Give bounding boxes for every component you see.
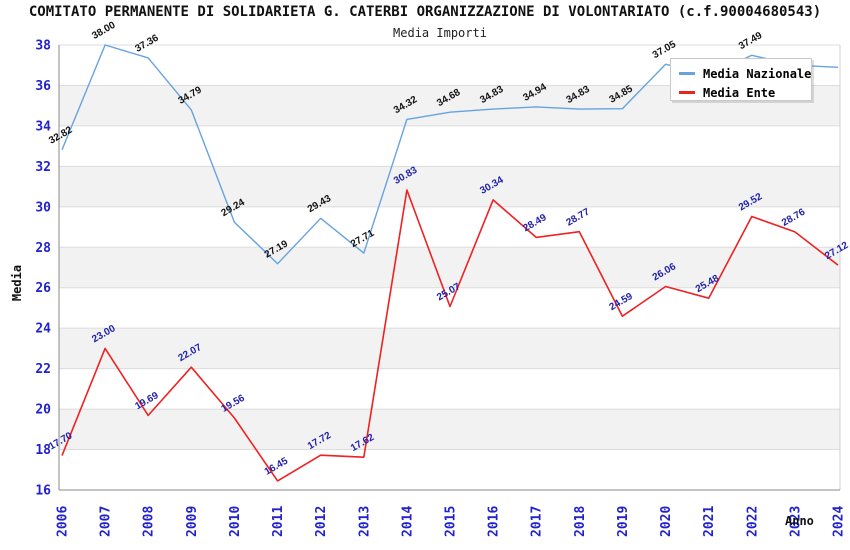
plot-band (59, 247, 840, 288)
y-tick-label: 20 (35, 403, 51, 418)
x-tick-label: 2018 (573, 506, 588, 537)
y-tick-label: 38 (35, 39, 51, 54)
x-tick-label: 2023 (788, 506, 803, 537)
y-tick-label: 26 (35, 281, 51, 296)
legend-item: Media Nazionale (679, 64, 811, 83)
x-tick-label: 2007 (99, 506, 114, 537)
data-label: 32.82 (47, 124, 75, 146)
legend-swatch-media-nazionale (679, 72, 695, 75)
data-label: 27.71 (349, 228, 377, 250)
x-tick-label: 2008 (142, 506, 157, 537)
legend-item: Media Ente (679, 83, 811, 102)
x-tick-label: 2014 (400, 506, 415, 537)
y-tick-label: 24 (35, 322, 51, 337)
y-tick-label: 34 (35, 119, 51, 134)
data-label: 28.76 (780, 206, 808, 228)
x-tick-label: 2019 (616, 506, 631, 537)
plot-band (59, 409, 840, 450)
chart-title: COMITATO PERMANENTE DI SOLIDARIETA G. CA… (28, 4, 822, 20)
x-tick-label: 2009 (185, 506, 200, 537)
y-tick-label: 28 (35, 241, 51, 256)
plot-band (59, 328, 840, 369)
y-tick-label: 32 (35, 160, 51, 175)
data-label: 16.45 (263, 455, 291, 477)
y-tick-label: 22 (35, 362, 51, 377)
series-line-media-ente (61, 189, 839, 482)
x-tick-label: 2013 (357, 506, 372, 537)
y-tick-label: 30 (35, 200, 51, 215)
x-tick-label: 2012 (314, 506, 329, 537)
x-tick-label: 2024 (832, 506, 847, 537)
x-tick-label: 2011 (271, 506, 286, 537)
legend-label-media-nazionale: Media Nazionale (703, 66, 812, 81)
y-tick-label: 18 (35, 443, 51, 458)
data-label: 28.77 (564, 206, 592, 228)
x-tick-label: 2010 (228, 506, 243, 537)
plot-band (59, 166, 840, 207)
legend-label-media-ente: Media Ente (703, 85, 776, 100)
legend-swatch-media-ente (679, 91, 695, 94)
x-tick-label: 2015 (444, 506, 459, 537)
chart-subtitle: Media Importi (393, 26, 487, 40)
x-tick-label: 2006 (56, 506, 71, 537)
x-tick-label: 2020 (659, 506, 674, 537)
x-tick-label: 2021 (702, 506, 717, 537)
data-label: 28.49 (521, 212, 549, 234)
x-tick-label: 2016 (487, 506, 502, 537)
x-tick-label: 2022 (745, 506, 760, 537)
y-tick-label: 16 (35, 484, 51, 499)
legend: Media Nazionale Media Ente (670, 58, 812, 101)
x-tick-label: 2017 (530, 506, 545, 537)
x-axis-title: Anno (785, 514, 814, 528)
y-tick-label: 36 (35, 79, 51, 94)
y-axis-title: Media (10, 264, 24, 302)
